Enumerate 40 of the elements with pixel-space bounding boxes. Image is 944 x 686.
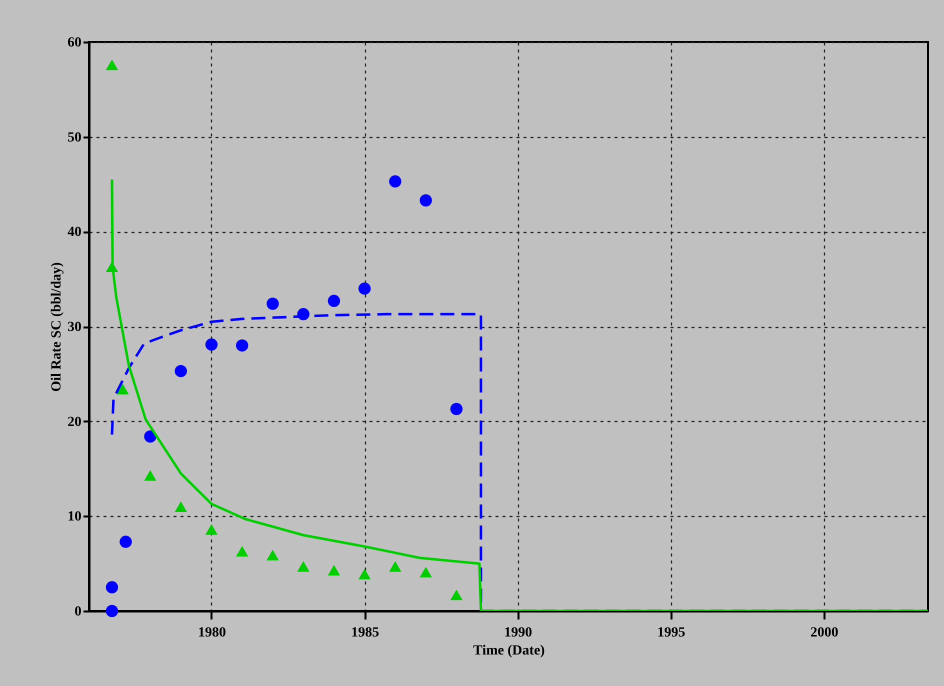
point [297,561,310,572]
y-tick-label: 30 [68,320,82,335]
point [420,566,432,578]
point [266,550,279,560]
point [205,338,218,351]
x-tick-label: 1990 [504,626,532,640]
point [174,364,187,378]
point [450,590,463,600]
point [236,339,248,352]
x-tick-label: 1995 [657,626,686,640]
point [389,561,402,572]
point [106,581,118,594]
point [420,194,432,206]
y-tick-label: 10 [68,510,82,525]
x-tick-label: 1985 [351,626,380,640]
point [389,175,402,188]
point [328,294,340,308]
y-axis-title: Oil Rate SC (bbl/day) [50,262,64,392]
point [106,604,118,618]
point [174,501,187,512]
x-axis-title: Time (Date) [473,644,546,658]
point [205,524,218,535]
y-tick-label: 50 [68,130,82,146]
point [358,568,371,580]
point [106,59,118,70]
point [236,546,248,557]
y-tick-label: 40 [68,225,82,240]
point [358,282,371,295]
y-tick-label: 0 [74,604,82,620]
y-tick-label: 60 [68,36,82,50]
point [144,430,156,443]
point [450,402,463,416]
point [328,564,340,576]
point [120,536,132,548]
x-tick-label: 2000 [810,626,838,640]
point [116,384,129,394]
y-tick-label: 20 [68,414,82,430]
point [144,470,156,481]
point [266,298,279,310]
x-tick-label: 1980 [198,626,226,640]
